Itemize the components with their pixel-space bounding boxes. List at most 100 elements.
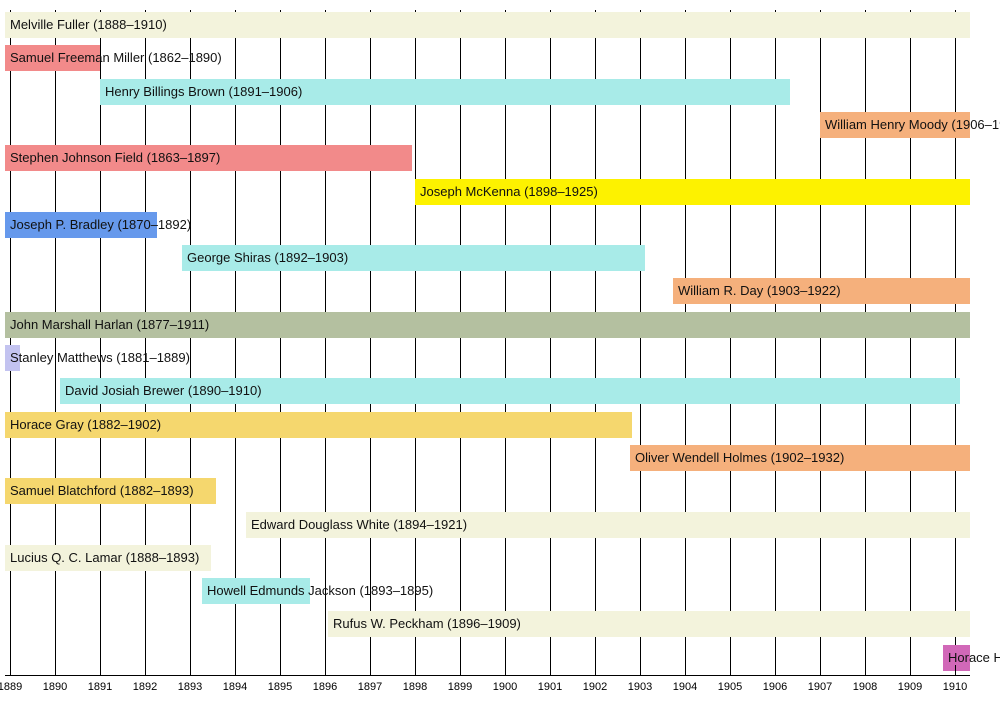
- timeline-bar[interactable]: [5, 211, 157, 238]
- timeline-row[interactable]: Joseph P. Bradley (1870–1892): [5, 211, 970, 238]
- timeline-bar[interactable]: [182, 245, 645, 272]
- timeline-row[interactable]: William R. Day (1903–1922): [5, 278, 970, 305]
- gridline-1910: [955, 10, 956, 675]
- timeline-bar[interactable]: [415, 178, 970, 205]
- tick-label-1892: 1892: [132, 681, 158, 693]
- gridline-1901: [550, 10, 551, 675]
- timeline-row[interactable]: Rufus W. Peckham (1896–1909): [5, 611, 970, 638]
- tick-mark-1900: [505, 665, 506, 675]
- timeline-bar[interactable]: [328, 611, 970, 638]
- timeline-row[interactable]: Edward Douglass White (1894–1921): [5, 511, 970, 538]
- timeline-bar[interactable]: [5, 544, 211, 571]
- gridline-1896: [325, 10, 326, 675]
- timeline-bar[interactable]: [5, 478, 216, 505]
- tick-label-1905: 1905: [717, 681, 743, 693]
- gridline-1907: [820, 10, 821, 675]
- timeline-bar[interactable]: [5, 345, 20, 371]
- gridline-1908: [865, 10, 866, 675]
- timeline-bar[interactable]: [60, 378, 960, 405]
- gridline-1900: [505, 10, 506, 675]
- tick-label-1901: 1901: [537, 681, 563, 693]
- gridline-1906: [775, 10, 776, 675]
- tick-mark-1894: [235, 665, 236, 675]
- timeline-bar[interactable]: [246, 511, 970, 538]
- timeline-bar[interactable]: [202, 578, 310, 605]
- timeline-bar[interactable]: [5, 145, 412, 172]
- timeline-row[interactable]: William Henry Moody (1906–1910): [5, 111, 1000, 138]
- timeline-row[interactable]: Melville Fuller (1888–1910): [5, 12, 970, 38]
- gridline-1889: [10, 10, 11, 675]
- tick-label-1902: 1902: [582, 681, 608, 693]
- tick-label-1895: 1895: [267, 681, 293, 693]
- gridline-1894: [235, 10, 236, 675]
- tick-mark-1892: [145, 665, 146, 675]
- gridline-1899: [460, 10, 461, 675]
- timeline-row[interactable]: Stephen Johnson Field (1863–1897): [5, 145, 970, 172]
- tick-mark-1902: [595, 665, 596, 675]
- timeline-row[interactable]: Horace Gray (1882–1902): [5, 411, 970, 438]
- timeline-bar[interactable]: [100, 78, 790, 105]
- timeline-bar-label: Stanley Matthews (1881–1889): [10, 350, 190, 365]
- timeline-row[interactable]: Samuel Freeman Miller (1862–1890): [5, 45, 970, 72]
- tick-mark-1896: [325, 665, 326, 675]
- tick-mark-1897: [370, 665, 371, 675]
- gridline-1891: [100, 10, 101, 675]
- timeline-bar[interactable]: [5, 45, 100, 72]
- tick-label-1890: 1890: [42, 681, 68, 693]
- tick-label-1907: 1907: [807, 681, 833, 693]
- tick-label-1909: 1909: [897, 681, 923, 693]
- tick-mark-1906: [775, 665, 776, 675]
- tick-label-1910: 1910: [942, 681, 968, 693]
- tick-mark-1898: [415, 665, 416, 675]
- timeline-bar[interactable]: [5, 411, 632, 438]
- timeline-bar[interactable]: [673, 278, 970, 305]
- plot-area: Melville Fuller (1888–1910) Samuel Freema…: [5, 10, 1000, 675]
- timeline-row[interactable]: Oliver Wendell Holmes (1902–1932): [5, 444, 970, 471]
- timeline-row[interactable]: John Marshall Harlan (1877–1911): [5, 311, 970, 338]
- gridline-1904: [685, 10, 686, 675]
- gridline-1892: [145, 10, 146, 675]
- tick-mark-1903: [640, 665, 641, 675]
- tick-mark-1909: [910, 665, 911, 675]
- gridline-1902: [595, 10, 596, 675]
- tick-label-1894: 1894: [222, 681, 248, 693]
- gridline-1890: [55, 10, 56, 675]
- gridline-1909: [910, 10, 911, 675]
- tick-label-1900: 1900: [492, 681, 518, 693]
- timeline-bar[interactable]: [820, 111, 970, 138]
- tick-mark-1899: [460, 665, 461, 675]
- timeline-bar[interactable]: [5, 311, 970, 338]
- gridline-1897: [370, 10, 371, 675]
- tick-mark-1893: [190, 665, 191, 675]
- tick-label-1906: 1906: [762, 681, 788, 693]
- timeline-row[interactable]: Joseph McKenna (1898–1925): [5, 178, 970, 205]
- tick-label-1891: 1891: [87, 681, 113, 693]
- timeline-bar[interactable]: [5, 12, 970, 38]
- timeline-bar[interactable]: [630, 444, 970, 471]
- gridline-1895: [280, 10, 281, 675]
- timeline-row[interactable]: Lucius Q. C. Lamar (1888–1893): [5, 544, 970, 571]
- timeline-row[interactable]: Samuel Blatchford (1882–1893): [5, 478, 970, 505]
- timeline-row[interactable]: Henry Billings Brown (1891–1906): [5, 78, 970, 105]
- timeline-row[interactable]: Howell Edmunds Jackson (1893–1895): [5, 578, 970, 605]
- gridline-1893: [190, 10, 191, 675]
- timeline-row[interactable]: Horace Harmon Lurton (1910–1914): [5, 644, 1000, 671]
- timeline-row[interactable]: David Josiah Brewer (1890–1910): [5, 378, 970, 405]
- tick-mark-1889: [10, 665, 11, 675]
- timeline-bar[interactable]: [943, 644, 970, 671]
- tick-mark-1891: [100, 665, 101, 675]
- tick-label-1908: 1908: [852, 681, 878, 693]
- gridline-1903: [640, 10, 641, 675]
- tick-mark-1904: [685, 665, 686, 675]
- tick-mark-1901: [550, 665, 551, 675]
- gridline-1905: [730, 10, 731, 675]
- timeline-row[interactable]: George Shiras (1892–1903): [5, 245, 970, 272]
- tick-label-1904: 1904: [672, 681, 698, 693]
- timeline-row[interactable]: Stanley Matthews (1881–1889): [5, 345, 970, 371]
- x-axis-line: [5, 675, 970, 676]
- tick-label-1893: 1893: [177, 681, 203, 693]
- tick-label-1903: 1903: [627, 681, 653, 693]
- tick-label-1899: 1899: [447, 681, 473, 693]
- tick-mark-1908: [865, 665, 866, 675]
